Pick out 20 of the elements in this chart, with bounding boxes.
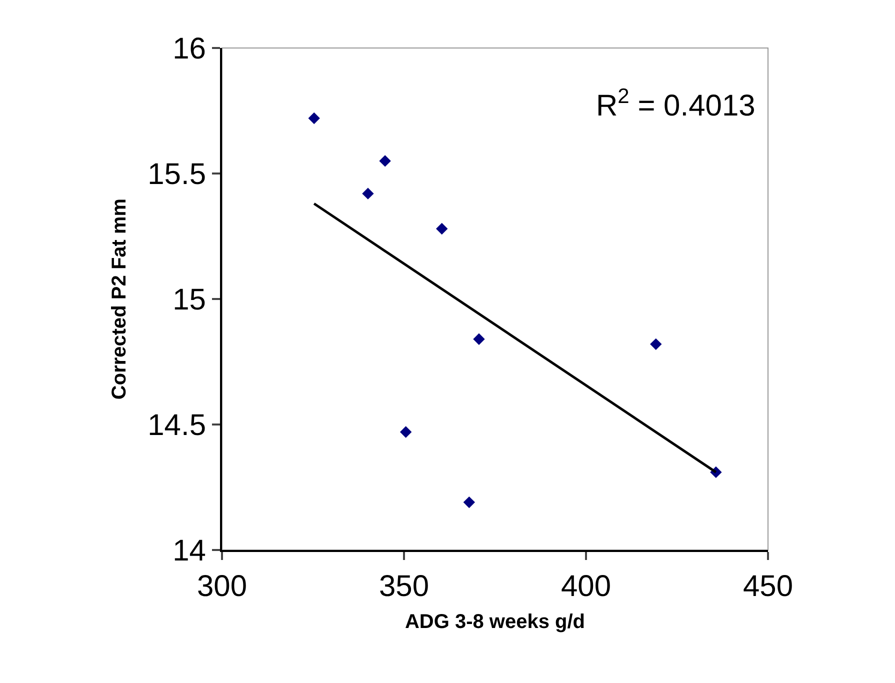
point — [650, 338, 662, 350]
point — [473, 333, 485, 346]
y-tick-label: 14.5 — [148, 409, 206, 442]
point — [400, 426, 412, 438]
point — [362, 188, 374, 200]
annotation: R$^{2}$ = 0.4013 — [596, 85, 756, 123]
x-axis-title: ADG 3-8 weeks g/d — [404, 611, 586, 633]
x-tick-label: 400 — [560, 570, 612, 603]
x-tick-label: 450 — [742, 570, 794, 603]
y-tick-label: 15 — [172, 284, 206, 316]
y-tick-label: 16 — [172, 32, 206, 66]
x-tick-label: 350 — [378, 570, 430, 603]
x-tick-label: 300 — [196, 570, 248, 603]
point — [436, 222, 448, 235]
y-tick-label: 15.5 — [148, 158, 206, 191]
y-axis-title: Corrected P2 Fat mm — [108, 198, 131, 400]
point — [379, 155, 391, 167]
point — [463, 496, 476, 508]
y-tick-label: 14 — [172, 534, 206, 568]
point — [308, 112, 320, 124]
